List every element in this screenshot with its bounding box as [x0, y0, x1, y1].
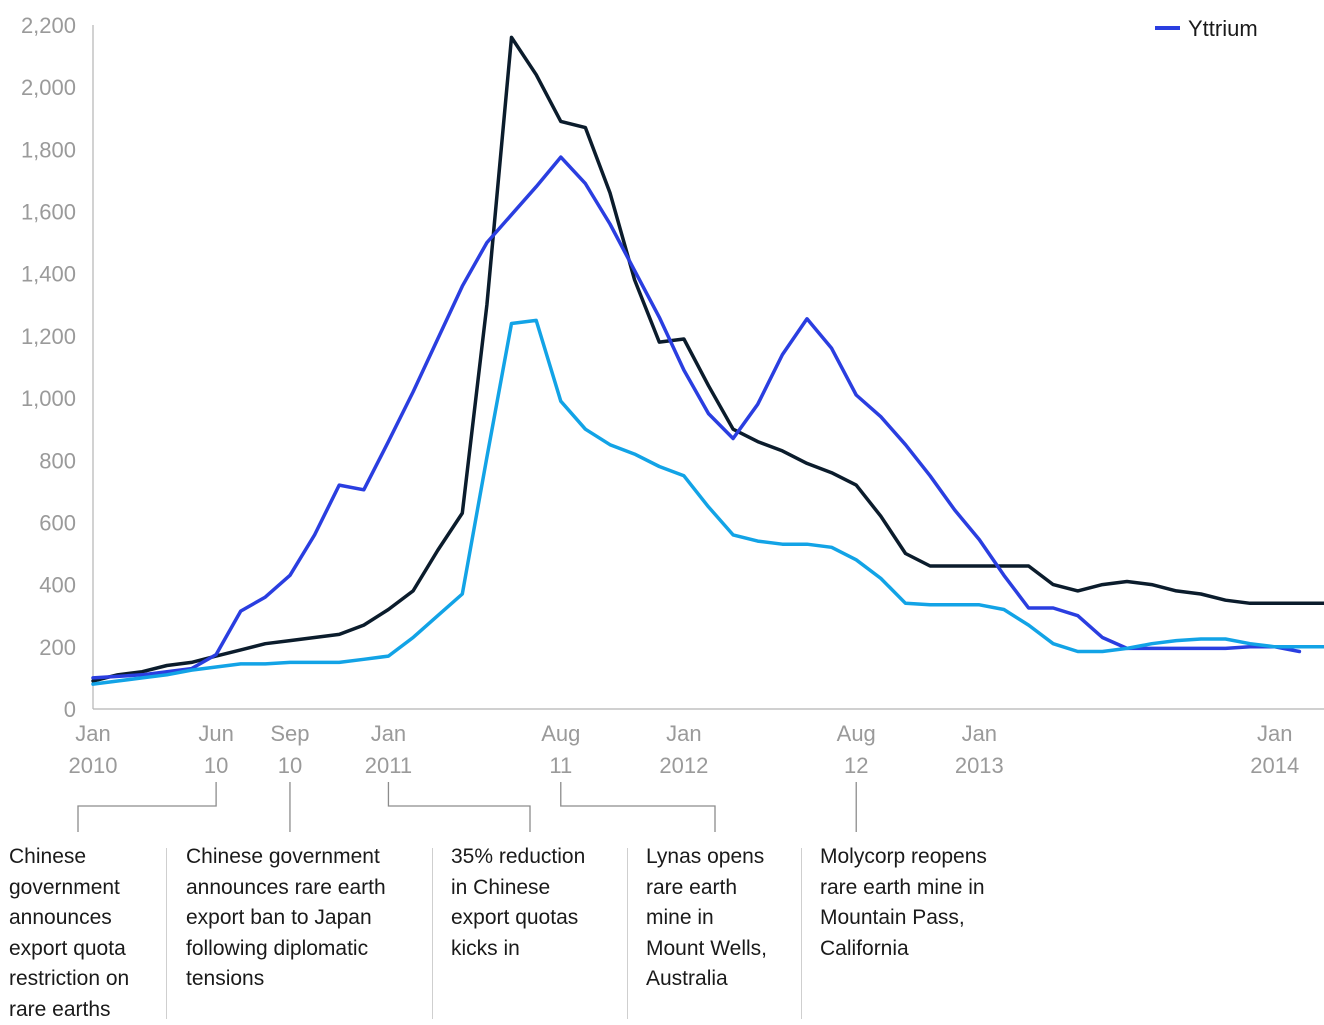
y-tick-label: 1,200	[21, 324, 76, 349]
annotation-molycorp: Molycorp reopens rare earth mine in Mounta…	[820, 845, 987, 960]
event-bracket	[77, 782, 217, 832]
y-tick-label: 600	[39, 510, 76, 535]
x-tick-label: 10	[204, 753, 228, 778]
x-tick-label: Jan	[1257, 721, 1292, 746]
legend: Yttrium	[1155, 16, 1258, 41]
y-tick-label: 400	[39, 573, 76, 598]
x-tick-label: 2014	[1250, 753, 1299, 778]
x-tick-label: Jun	[198, 721, 233, 746]
x-tick-label: 11	[549, 753, 572, 778]
x-tick-label: Jan	[371, 721, 406, 746]
annotation-divider	[432, 848, 433, 1019]
event-bracket	[560, 782, 716, 832]
series-line-3	[91, 318, 1324, 686]
annotation-quota-restriction: Chinese government announces export quota re…	[9, 845, 130, 1021]
y-tick-label: 1,800	[21, 137, 76, 162]
y-axis-ticks: 0 200 400 600 800 1,000 1,200 1,400 1,600 1,800 2,…	[21, 13, 76, 722]
x-tick-label: 2012	[659, 753, 708, 778]
series-line-1	[91, 35, 1324, 683]
series-lines	[91, 35, 1324, 686]
x-tick-label: Jan	[75, 721, 110, 746]
y-tick-label: 0	[64, 697, 76, 722]
x-axis-ticks: Jan 2010 Jun 10 Sep 10 Jan 2011 Aug 11 Jan 2012 Aug 1…	[69, 721, 1300, 778]
event-bracket	[387, 782, 531, 832]
x-tick-label: Jan	[962, 721, 997, 746]
event-brackets	[77, 782, 857, 832]
y-tick-label: 800	[39, 448, 76, 473]
x-tick-label: Jan	[666, 721, 701, 746]
series-line-yttrium	[91, 155, 1302, 680]
x-tick-label: 10	[278, 753, 302, 778]
annotation-quota-reduction: 35% reduction in Chinese export quotas kick…	[451, 845, 586, 960]
x-tick-label: Aug	[837, 721, 876, 746]
annotation-divider	[627, 848, 628, 1019]
x-tick-label: 2013	[955, 753, 1004, 778]
y-tick-label: 1,000	[21, 386, 76, 411]
annotation-lynas: Lynas opens rare earth mine in Mount Wells,…	[646, 845, 767, 990]
y-tick-label: 2,000	[21, 75, 76, 100]
x-tick-label: Sep	[270, 721, 309, 746]
legend-label-yttrium: Yttrium	[1188, 16, 1258, 41]
y-tick-label: 200	[39, 635, 76, 660]
x-tick-label: 12	[844, 753, 868, 778]
axes	[92, 25, 1324, 710]
annotation-divider	[166, 848, 167, 1019]
y-tick-label: 2,200	[21, 13, 76, 38]
x-tick-label: 2011	[365, 753, 412, 778]
y-tick-label: 1,400	[21, 262, 76, 287]
annotation-divider	[801, 848, 802, 1019]
y-tick-label: 1,600	[21, 200, 76, 225]
x-tick-label: 2010	[69, 753, 118, 778]
annotation-japan-ban: Chinese government announces rare earth ex…	[186, 845, 386, 990]
x-tick-label: Aug	[541, 721, 580, 746]
